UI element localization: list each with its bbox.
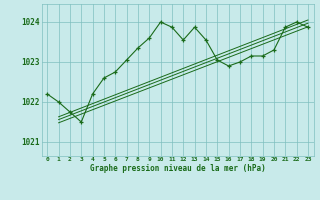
X-axis label: Graphe pression niveau de la mer (hPa): Graphe pression niveau de la mer (hPa)	[90, 164, 266, 173]
